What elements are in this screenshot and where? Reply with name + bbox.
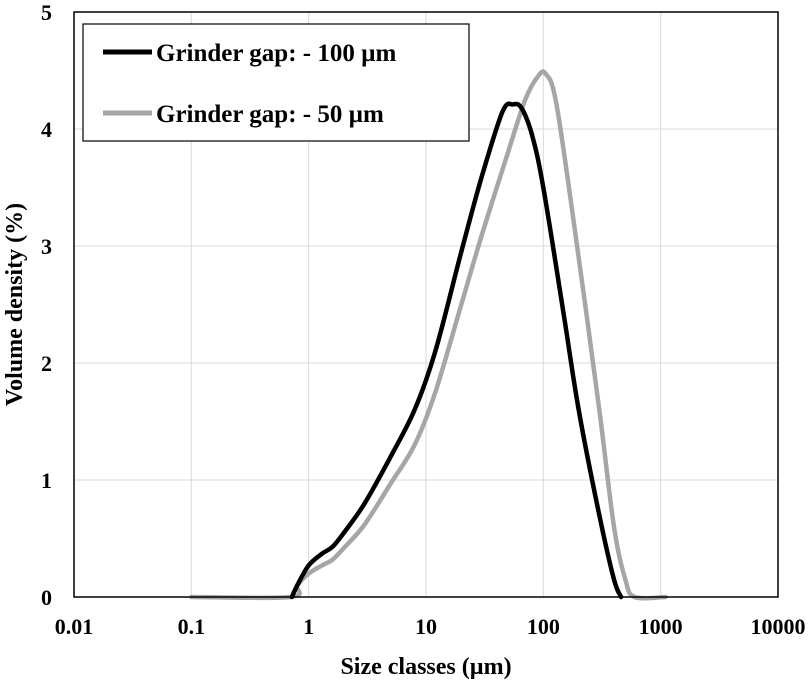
x-tick-label: 0.1 xyxy=(178,614,206,639)
x-tick-label: 100 xyxy=(527,614,560,639)
y-axis-title: Volume density (%) xyxy=(2,203,28,406)
y-tick-label: 1 xyxy=(41,468,52,493)
y-tick-labels: 0 1 2 3 4 5 xyxy=(41,0,52,610)
plot-frame xyxy=(73,11,779,598)
series-line-100um xyxy=(289,101,624,600)
series-line-50um xyxy=(189,69,668,601)
x-tick-labels: 0.01 0.1 1 10 100 1000 10000 xyxy=(55,614,806,639)
y-tick-label: 0 xyxy=(41,585,52,610)
x-tick-label: 10000 xyxy=(751,614,806,639)
legend: Grinder gap: - 100 µm Grinder gap: - 50 … xyxy=(82,23,470,142)
y-tick-label: 5 xyxy=(41,0,52,25)
legend-label-50um: Grinder gap: - 50 µm xyxy=(156,101,384,128)
x-tick-label: 10 xyxy=(415,614,437,639)
series-layer xyxy=(189,69,668,601)
legend-label-100um: Grinder gap: - 100 µm xyxy=(156,40,396,67)
x-tick-label: 1000 xyxy=(639,614,683,639)
x-axis-title: Size classes (µm) xyxy=(340,654,511,680)
y-tick-label: 4 xyxy=(41,117,52,142)
x-tick-label: 0.01 xyxy=(55,614,94,639)
legend-box xyxy=(82,23,470,142)
y-tick-label: 3 xyxy=(41,234,52,259)
x-tick-label: 1 xyxy=(303,614,314,639)
y-tick-label: 2 xyxy=(41,351,52,376)
